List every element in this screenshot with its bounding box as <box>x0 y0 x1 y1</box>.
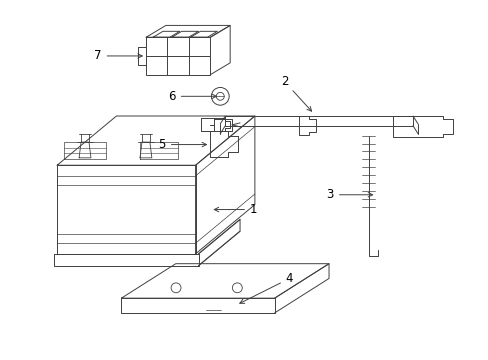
Text: 2: 2 <box>280 75 311 111</box>
Text: 5: 5 <box>158 138 206 151</box>
Text: 4: 4 <box>239 272 293 303</box>
Text: 6: 6 <box>168 90 216 103</box>
Text: 1: 1 <box>214 203 257 216</box>
Text: 7: 7 <box>94 49 142 62</box>
Text: 3: 3 <box>326 188 372 201</box>
